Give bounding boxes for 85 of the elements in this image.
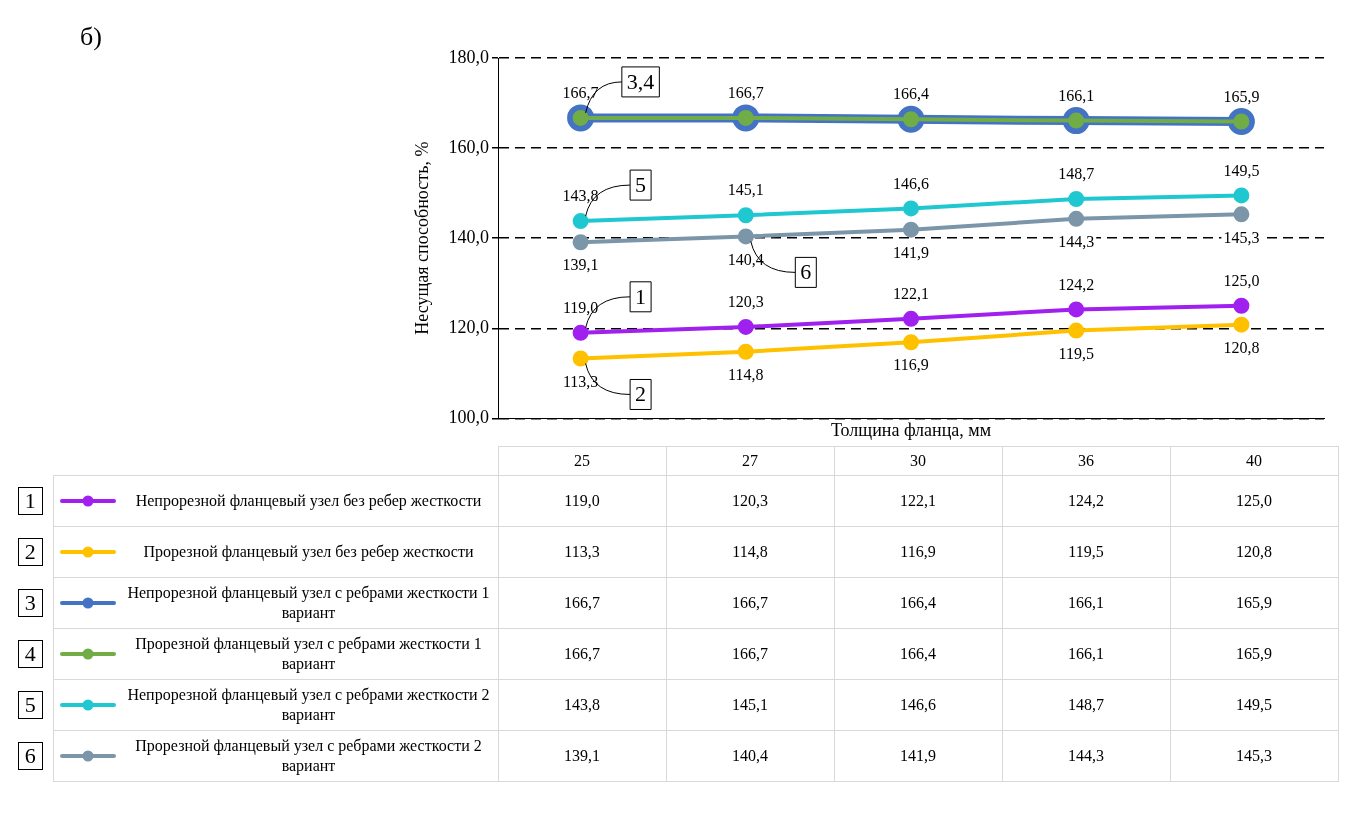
data-label: 119,5: [1002, 526, 1170, 578]
text: 114,8: [728, 365, 764, 383]
x-axis-title: Толщина фланца, мм: [830, 419, 992, 440]
text: 148,7: [1058, 165, 1095, 183]
text: 141,9: [893, 243, 929, 261]
text: 165,9: [1223, 87, 1260, 105]
y-tick-label: 140,0: [448, 226, 489, 247]
text: 113,3: [562, 372, 599, 390]
text: 6: [17, 742, 43, 770]
text: 124,2: [1058, 275, 1095, 293]
annotation: 3,4: [626, 68, 655, 94]
text: б): [80, 22, 102, 52]
text: 122,1: [893, 285, 929, 303]
data-label: 140,4: [666, 730, 834, 782]
y-tick-label: 160,0: [448, 136, 489, 157]
x-tick-label: 36: [1002, 446, 1170, 476]
data-label: 145,3: [1170, 730, 1338, 782]
data-label: 119,0: [498, 475, 666, 527]
y-tick-label: 100,0: [448, 407, 489, 428]
x-tick-label: 30: [834, 446, 1002, 476]
annotation: 5: [635, 171, 647, 197]
data-label: 165,9: [1170, 577, 1338, 629]
data-label: 149,5: [1170, 679, 1338, 731]
legend-label: Непрорезной фланцевый узел с ребрами жесткости 1 вариант: [126, 583, 491, 623]
text: 125,0: [1223, 271, 1260, 289]
text: 166,7: [727, 84, 764, 102]
x-tick-label: 40: [1170, 446, 1338, 476]
text: 2: [17, 538, 43, 566]
data-label: 141,9: [834, 730, 1002, 782]
data-label: 113,3: [498, 526, 666, 578]
text: 120,3: [727, 293, 764, 311]
legend-label: Непрорезной фланцевый узел без ребер жесткости: [134, 491, 483, 511]
legend-label: Прорезной фланцевый узел без ребер жесткости: [142, 542, 475, 562]
text: 119,5: [1058, 344, 1094, 362]
text: 146,6: [893, 174, 929, 192]
x-tick-label: 25: [498, 446, 666, 476]
x-tick-label: 27: [666, 446, 834, 476]
data-label: 146,6: [834, 679, 1002, 731]
text: 139,1: [562, 256, 599, 274]
data-label: 166,1: [1002, 628, 1170, 680]
text: 149,5: [1223, 161, 1260, 179]
text: 145,3: [1223, 228, 1260, 246]
text: 166,1: [1058, 86, 1095, 104]
data-label: 166,7: [666, 577, 834, 629]
data-label: 144,3: [1002, 730, 1170, 782]
data-label: 122,1: [834, 475, 1002, 527]
text: 144,3: [1058, 233, 1095, 251]
data-label: 148,7: [1002, 679, 1170, 731]
data-label: 125,0: [1170, 475, 1338, 527]
data-label: 166,4: [834, 628, 1002, 680]
data-label: 166,7: [498, 577, 666, 629]
data-label: 166,4: [834, 577, 1002, 629]
text: 140,4: [727, 250, 764, 268]
y-tick-label: 180,0: [448, 46, 489, 67]
text: 143,8: [562, 187, 599, 205]
text: 5: [17, 691, 43, 719]
text: 3: [17, 589, 43, 617]
data-label: 114,8: [666, 526, 834, 578]
data-label: 116,9: [834, 526, 1002, 578]
text: 1: [17, 487, 43, 515]
annotation: 6: [800, 259, 812, 285]
data-label: 165,9: [1170, 628, 1338, 680]
y-axis-title: Несущая способность, %: [411, 141, 432, 335]
text: 116,9: [893, 356, 929, 374]
annotation: 2: [635, 381, 647, 407]
text: 120,8: [1223, 338, 1260, 356]
data-label: 166,1: [1002, 577, 1170, 629]
text: 166,7: [562, 84, 599, 102]
data-label: 120,3: [666, 475, 834, 527]
data-label: 139,1: [498, 730, 666, 782]
data-label: 166,7: [498, 628, 666, 680]
text: 145,1: [727, 181, 764, 199]
data-label: 120,8: [1170, 526, 1338, 578]
legend-label: Непрорезной фланцевый узел с ребрами жесткости 2 вариант: [126, 685, 491, 725]
text: 4: [17, 640, 43, 668]
text: 166,4: [893, 85, 929, 103]
data-label: 145,1: [666, 679, 834, 731]
legend-label: Прорезной фланцевый узел с ребрами жесткости 2 вариант: [134, 736, 483, 776]
data-label: 166,7: [666, 628, 834, 680]
annotation: 1: [635, 283, 647, 309]
data-label: 143,8: [498, 679, 666, 731]
y-tick-label: 120,0: [448, 317, 489, 338]
legend-label: Прорезной фланцевый узел с ребрами жесткости 1 вариант: [134, 634, 483, 674]
data-label: 124,2: [1002, 475, 1170, 527]
text: 119,0: [562, 299, 599, 317]
